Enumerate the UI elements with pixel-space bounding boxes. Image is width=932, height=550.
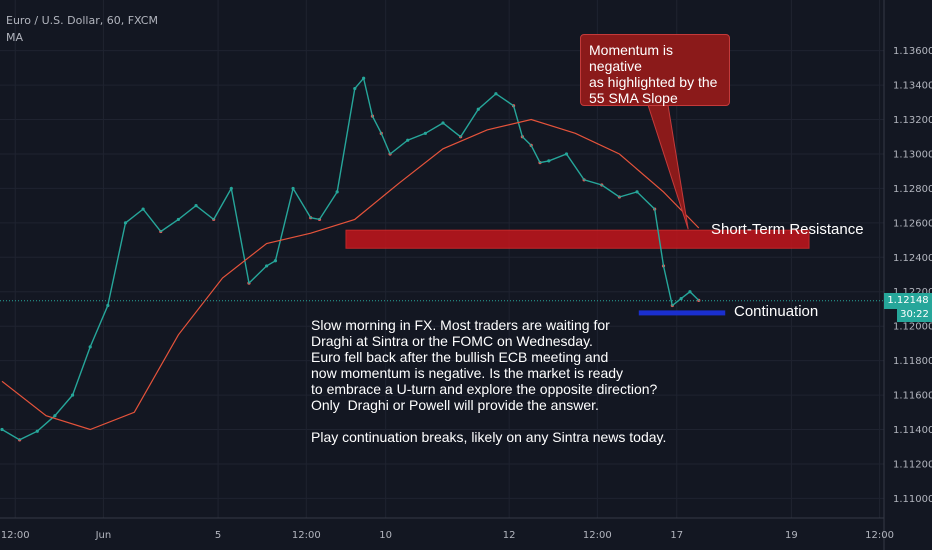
ma-series-line — [1, 118, 700, 431]
callout-line-1: Momentum is negative — [589, 42, 674, 74]
callout-line-3: 55 SMA Slope — [589, 90, 678, 106]
resistance-zone[interactable] — [345, 229, 810, 249]
y-tick-label: 1.12800 — [893, 184, 932, 195]
price-axis[interactable]: 1.13600 1.13400 1.13200 1.13000 1.12800 1.126… — [883, 0, 932, 550]
y-tick-label: 1.13400 — [893, 81, 932, 92]
x-tick-label: 12:00 — [1, 530, 30, 541]
x-tick-label: 12:00 — [865, 530, 894, 541]
y-tick-label: 1.13200 — [893, 115, 932, 126]
callout-line-2: as highlighted by the — [589, 74, 718, 90]
resistance-label: Short-Term Resistance — [711, 221, 864, 238]
y-tick-label: 1.12400 — [893, 253, 932, 264]
commentary-text: Slow morning in FX. Most traders are wai… — [311, 317, 667, 445]
symbol-title: Euro / U.S. Dollar, 60, FXCM — [6, 14, 158, 27]
y-tick-label: 1.12600 — [893, 218, 932, 229]
x-tick-label: 5 — [215, 530, 221, 541]
x-tick-label: 17 — [670, 530, 683, 541]
grid-lines — [0, 0, 884, 518]
continuation-label: Continuation — [734, 303, 819, 320]
continuation-level[interactable] — [638, 310, 726, 316]
countdown-badge: 30:22 — [897, 307, 932, 322]
y-tick-label: 1.11800 — [893, 356, 932, 367]
current-price-badge: 1.12148 — [884, 292, 932, 309]
callout-pointer — [647, 104, 689, 230]
indicator-label[interactable]: MA — [6, 31, 24, 44]
x-tick-label: 19 — [785, 530, 798, 541]
y-tick-label: 1.12000 — [893, 322, 932, 333]
x-tick-label: 10 — [379, 530, 392, 541]
x-tick-label: 12:00 — [583, 530, 612, 541]
y-tick-label: 1.13600 — [893, 46, 932, 57]
x-tick-label: Jun — [95, 530, 112, 541]
x-tick-label: 12:00 — [292, 530, 321, 541]
y-tick-label: 1.11600 — [893, 391, 932, 402]
level-zones — [0, 76, 810, 442]
y-tick-label: 1.11400 — [893, 425, 932, 436]
price-series-line — [1, 76, 700, 441]
time-axis[interactable]: 12:00 Jun 5 12:00 10 12 12:00 17 19 12:00 — [0, 517, 894, 541]
y-tick-label: 1.11000 — [893, 494, 932, 505]
momentum-callout: Momentum is negative as highlighted by t… — [580, 34, 730, 106]
x-tick-label: 12 — [503, 530, 516, 541]
y-tick-label: 1.11200 — [893, 459, 932, 470]
y-tick-label: 1.13000 — [893, 149, 932, 160]
